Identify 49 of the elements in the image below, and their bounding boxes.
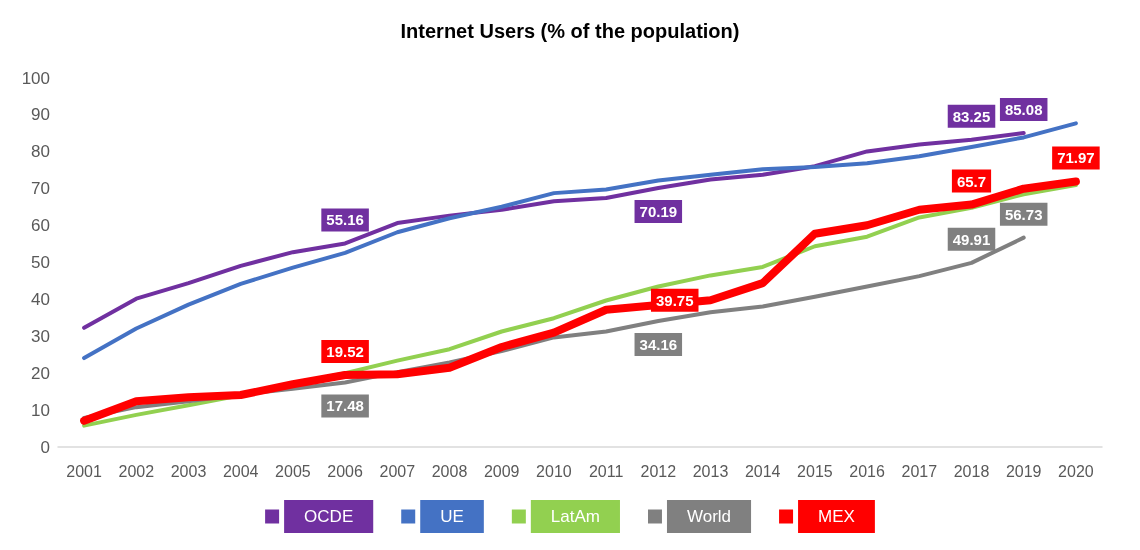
y-tick-label: 100 <box>21 68 50 88</box>
x-tick-label: 2002 <box>118 462 155 480</box>
data-label: 49.91 <box>952 230 991 248</box>
x-tick-label: 2006 <box>327 462 363 480</box>
data-label: 39.75 <box>655 291 694 309</box>
legend-label: LatAm <box>550 507 600 526</box>
legend-label: UE <box>440 507 464 526</box>
x-tick-label: 2003 <box>170 462 207 480</box>
y-tick-label: 0 <box>40 437 50 457</box>
y-tick-label: 90 <box>31 105 50 125</box>
data-label: 71.97 <box>1057 149 1095 167</box>
x-tick-label: 2004 <box>222 462 259 480</box>
x-tick-label: 2019 <box>1005 462 1042 480</box>
data-label: 70.19 <box>639 203 678 220</box>
x-tick-label: 2010 <box>536 462 572 480</box>
x-tick-label: 2005 <box>275 462 311 480</box>
x-tick-label: 2009 <box>483 462 520 480</box>
y-tick-label: 80 <box>31 142 50 162</box>
x-tick-label: 2001 <box>66 462 102 480</box>
legend-label: OCDE <box>304 507 354 526</box>
y-tick-label: 50 <box>31 253 50 272</box>
data-label: 17.48 <box>326 397 364 415</box>
y-tick-label: 30 <box>31 326 50 346</box>
legend-label: World <box>686 507 732 526</box>
data-label: 85.08 <box>1004 101 1043 119</box>
y-tick-label: 70 <box>31 179 50 199</box>
data-label: 34.16 <box>639 335 678 353</box>
data-label: 65.7 <box>956 172 987 190</box>
x-tick-label: 2011 <box>588 462 624 480</box>
y-tick-label: 40 <box>31 289 50 309</box>
x-tick-label: 2013 <box>692 462 729 480</box>
x-tick-label: 2018 <box>953 462 990 480</box>
x-tick-label: 2014 <box>744 462 781 480</box>
data-label: 83.25 <box>952 107 991 125</box>
chart-title: Internet Users (% of the population) <box>400 20 740 42</box>
x-tick-label: 2012 <box>640 462 677 480</box>
y-tick-label: 10 <box>31 400 50 420</box>
data-label: 55.16 <box>326 211 364 229</box>
x-tick-label: 2016 <box>849 462 885 480</box>
data-label: 56.73 <box>1004 205 1043 223</box>
x-tick-label: 2007 <box>379 462 416 480</box>
legend-label: MEX <box>818 507 855 526</box>
x-tick-label: 2008 <box>431 462 468 480</box>
y-tick-label: 60 <box>31 216 50 236</box>
data-label: 19.52 <box>326 342 364 360</box>
x-tick-label: 2017 <box>901 462 938 480</box>
x-tick-label: 2015 <box>797 462 833 480</box>
x-tick-label: 2020 <box>1058 462 1094 480</box>
y-tick-label: 20 <box>31 363 50 383</box>
